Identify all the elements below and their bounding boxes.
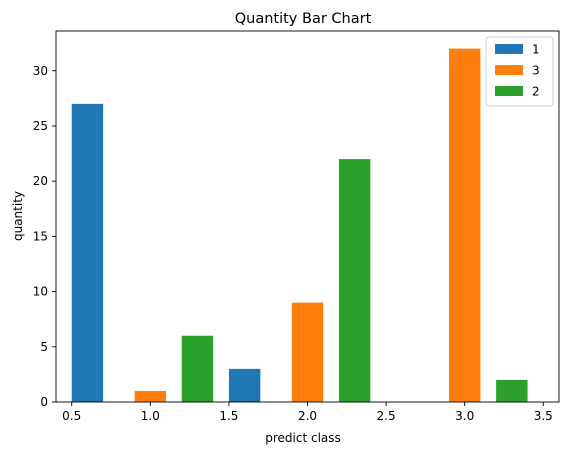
legend-label-2: 2 (532, 85, 540, 99)
x-tick-label: 1.0 (141, 409, 160, 423)
bar-series-2-1 (338, 159, 371, 402)
y-tick-label: 20 (33, 174, 48, 188)
y-tick-label: 15 (33, 229, 48, 243)
legend-swatch-1 (495, 44, 523, 54)
x-axis-label: predict class (265, 431, 341, 445)
legend-swatch-2 (495, 86, 523, 96)
bar-series-1-1 (228, 368, 261, 402)
y-tick-label: 10 (33, 285, 48, 299)
bar-series-3-0 (134, 390, 167, 402)
bar-series-3-1 (291, 302, 324, 402)
y-tick-label: 0 (40, 395, 48, 409)
x-tick-label: 1.5 (219, 409, 238, 423)
bar-series-2-2 (496, 379, 528, 402)
y-tick-label: 30 (33, 64, 48, 78)
chart-title: Quantity Bar Chart (235, 11, 372, 27)
x-tick-label: 3.0 (455, 409, 474, 423)
bar-series-2-0 (181, 335, 214, 402)
x-tick-label: 2.5 (377, 409, 396, 423)
legend-label-1: 1 (532, 43, 540, 57)
legend-swatch-3 (495, 65, 523, 75)
y-tick-label: 5 (40, 340, 48, 354)
legend-label-3: 3 (532, 64, 540, 78)
x-tick-label: 2.0 (298, 409, 317, 423)
plot-area (71, 48, 528, 403)
bar-series-1-0 (71, 103, 104, 402)
legend: 1 3 2 (485, 36, 554, 107)
x-tick-label: 3.5 (534, 409, 553, 423)
x-tick-label: 0.5 (62, 409, 81, 423)
y-axis-label: quantity (11, 191, 25, 241)
y-tick-label: 25 (33, 119, 48, 133)
bar-series-3-2 (448, 48, 481, 403)
